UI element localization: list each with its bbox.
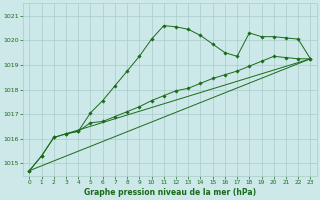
X-axis label: Graphe pression niveau de la mer (hPa): Graphe pression niveau de la mer (hPa) — [84, 188, 256, 197]
